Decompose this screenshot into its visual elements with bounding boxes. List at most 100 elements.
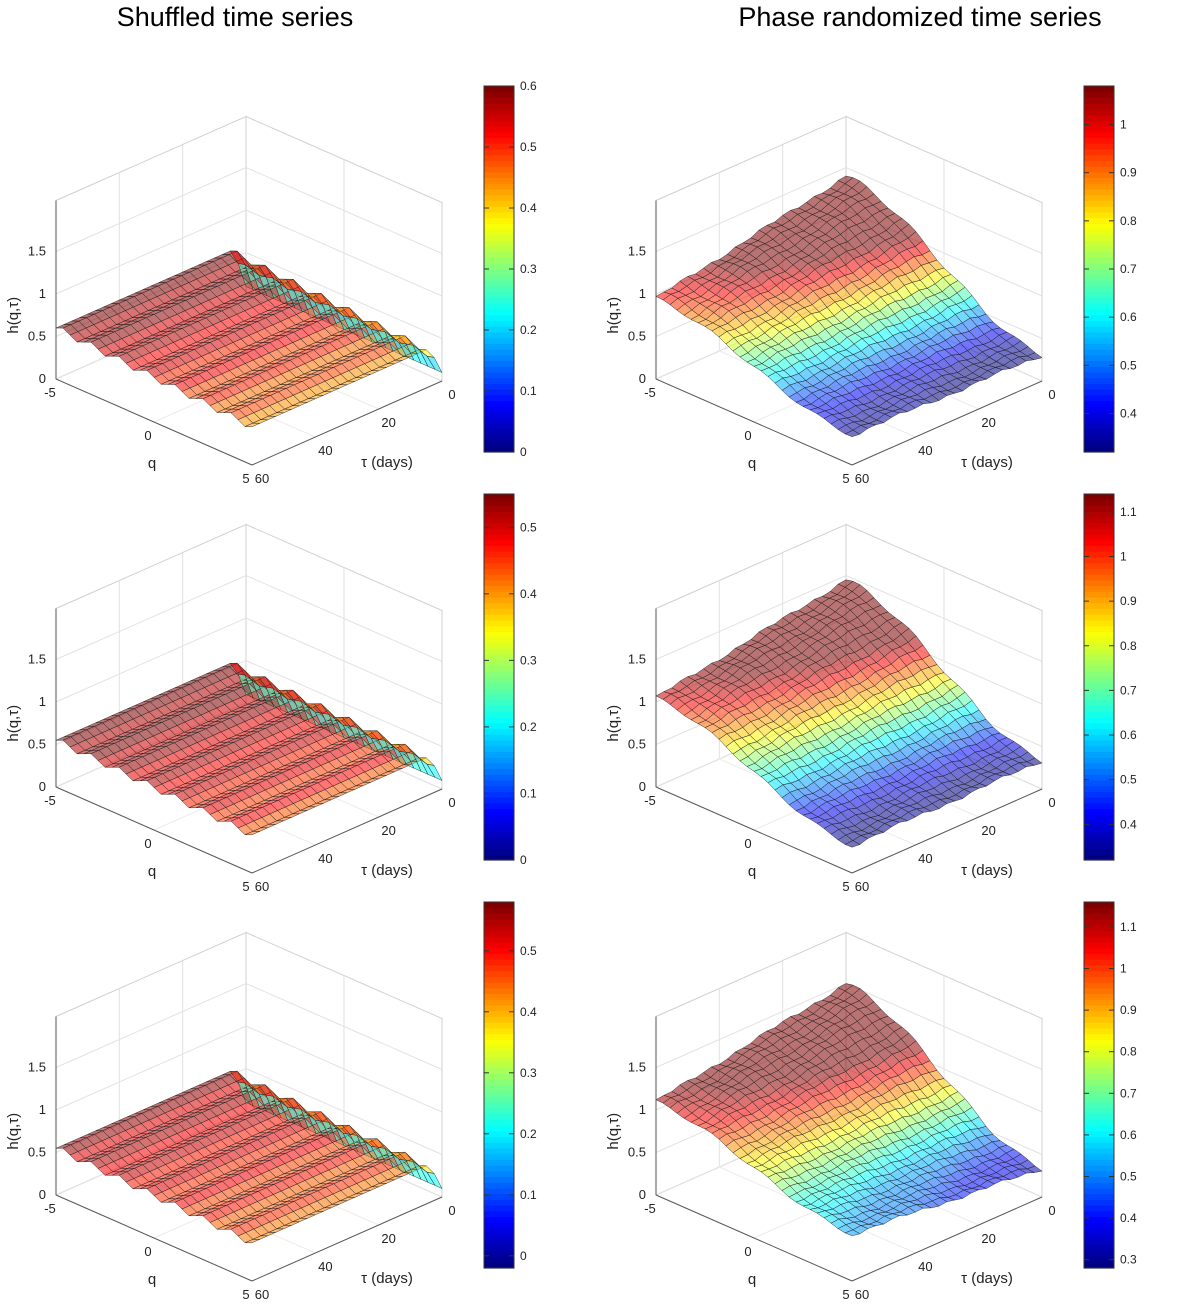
colorbar-swatch <box>1084 999 1114 1006</box>
colorbar-swatch <box>1084 562 1114 569</box>
colorbar-swatch <box>1084 1096 1114 1103</box>
colorbar-swatch <box>484 446 514 453</box>
colorbar-swatch <box>484 326 514 333</box>
colorbar-swatch <box>484 371 514 379</box>
colorbar-swatch <box>484 902 514 909</box>
colorbar-swatch <box>1084 1176 1114 1183</box>
q-tick-label: -5 <box>44 1201 56 1216</box>
colorbar-swatch <box>484 171 514 179</box>
colorbar-swatch <box>484 280 514 287</box>
q-tick-label: 5 <box>242 471 249 486</box>
colorbar-tick-label: 0.2 <box>520 1127 537 1141</box>
z-tick-label: 0.5 <box>28 737 46 752</box>
colorbar-swatch <box>484 585 514 592</box>
colorbar-swatch <box>484 699 514 707</box>
colorbar-swatch <box>1084 711 1114 718</box>
surface-face <box>426 1172 443 1189</box>
colorbar-swatch <box>1084 831 1114 838</box>
colorbar-swatch <box>1084 1216 1114 1223</box>
colorbar-tick-label: 1.1 <box>1120 920 1137 934</box>
tau-axis-label: τ (days) <box>361 1270 413 1287</box>
colorbar-swatch <box>484 556 514 564</box>
colorbar-swatch <box>1084 1119 1114 1126</box>
colorbar: 00.10.20.30.40.5 <box>483 493 537 867</box>
colorbar-tick-label: 0.6 <box>520 79 537 93</box>
colorbar-swatch <box>1084 240 1114 247</box>
colorbar-swatch <box>1084 1033 1114 1040</box>
colorbar-swatch <box>484 411 514 419</box>
colorbar-swatch <box>484 734 514 741</box>
colorbar-tick-label: 0.4 <box>520 587 537 601</box>
colorbar-swatch <box>484 907 514 915</box>
colorbar-swatch <box>1084 797 1114 804</box>
colorbar-swatch <box>1084 964 1114 972</box>
colorbar-swatch <box>1084 1205 1114 1212</box>
q-axis-label: q <box>748 455 756 472</box>
tau-tick-label: 20 <box>381 823 395 838</box>
colorbar-swatch <box>484 97 514 104</box>
surface-panel-right-2: 0 0.5 1 1.5 -5 0 5 0 20 40 60 h(q,τ) q τ (days) 0.4 0.5… <box>600 478 1200 898</box>
tau-tick-label: 60 <box>255 879 269 894</box>
z-tick-label: 0.5 <box>628 1145 646 1160</box>
colorbar-swatch <box>484 1222 514 1229</box>
q-axis-line <box>655 1194 853 1282</box>
q-axis-line <box>655 378 853 466</box>
colorbar-swatch <box>484 217 514 224</box>
colorbar-tick-label: 0.8 <box>1120 1045 1137 1059</box>
colorbar-swatch <box>484 1205 514 1212</box>
colorbar-swatch <box>484 251 514 259</box>
colorbar-swatch <box>1084 1016 1114 1023</box>
colorbar-swatch <box>484 1062 514 1069</box>
q-tick-label: -5 <box>644 385 656 400</box>
colorbar-swatch <box>1084 423 1114 430</box>
tau-tick-label: 20 <box>981 415 995 430</box>
colorbar-swatch <box>1084 188 1114 196</box>
q-tick-label: -5 <box>644 793 656 808</box>
tau-tick-label: 0 <box>1048 1203 1055 1218</box>
colorbar-tick-label: 0 <box>520 445 527 459</box>
z-tick-label: 0 <box>39 371 46 386</box>
colorbar-swatch <box>484 837 514 844</box>
colorbar-swatch <box>484 120 514 127</box>
colorbar-swatch <box>484 819 514 827</box>
colorbar-swatch <box>484 1050 514 1058</box>
z-tick-label: 0.5 <box>628 737 646 752</box>
colorbar-swatch <box>1084 953 1114 960</box>
colorbar-tick-label: 0.5 <box>520 944 537 958</box>
colorbar-swatch <box>1084 1256 1114 1263</box>
colorbar-swatch <box>484 499 514 507</box>
colorbar: 00.10.20.30.40.5 <box>483 901 537 1269</box>
tau-tick-label: 40 <box>918 851 932 866</box>
colorbar-swatch <box>1084 217 1114 224</box>
colorbar-swatch <box>1084 1210 1114 1218</box>
colorbar-tick-label: 0.3 <box>520 262 537 276</box>
colorbar-swatch <box>484 86 514 93</box>
z-tick-label: 0 <box>639 371 646 386</box>
colorbar-swatch <box>484 360 514 367</box>
colorbar-swatch <box>1084 1004 1114 1012</box>
colorbar-swatch <box>484 1102 514 1109</box>
colorbar-swatch <box>484 354 514 362</box>
surface-mesh <box>655 175 1043 437</box>
colorbar-swatch <box>1084 246 1114 253</box>
colorbar-swatch <box>1084 183 1114 190</box>
colorbar-tick-label: 0.5 <box>1120 358 1137 372</box>
colorbar-swatch <box>1084 1079 1114 1086</box>
colorbar-swatch <box>484 808 514 815</box>
colorbar-swatch <box>1084 779 1114 787</box>
colorbar-swatch <box>484 999 514 1006</box>
colorbar-swatch <box>484 608 514 615</box>
colorbar-tick-label: 1.1 <box>1120 505 1137 519</box>
colorbar-swatch <box>484 1250 514 1258</box>
colorbar-swatch <box>1084 819 1114 827</box>
colorbar-swatch <box>484 677 514 684</box>
colorbar-swatch <box>1084 166 1114 173</box>
colorbar-swatch <box>1084 206 1114 213</box>
colorbar-swatch <box>1084 636 1114 644</box>
colorbar-swatch <box>1084 1245 1114 1252</box>
colorbar-swatch <box>484 1193 514 1200</box>
colorbar-swatch <box>1084 314 1114 322</box>
colorbar-swatch <box>484 854 514 861</box>
